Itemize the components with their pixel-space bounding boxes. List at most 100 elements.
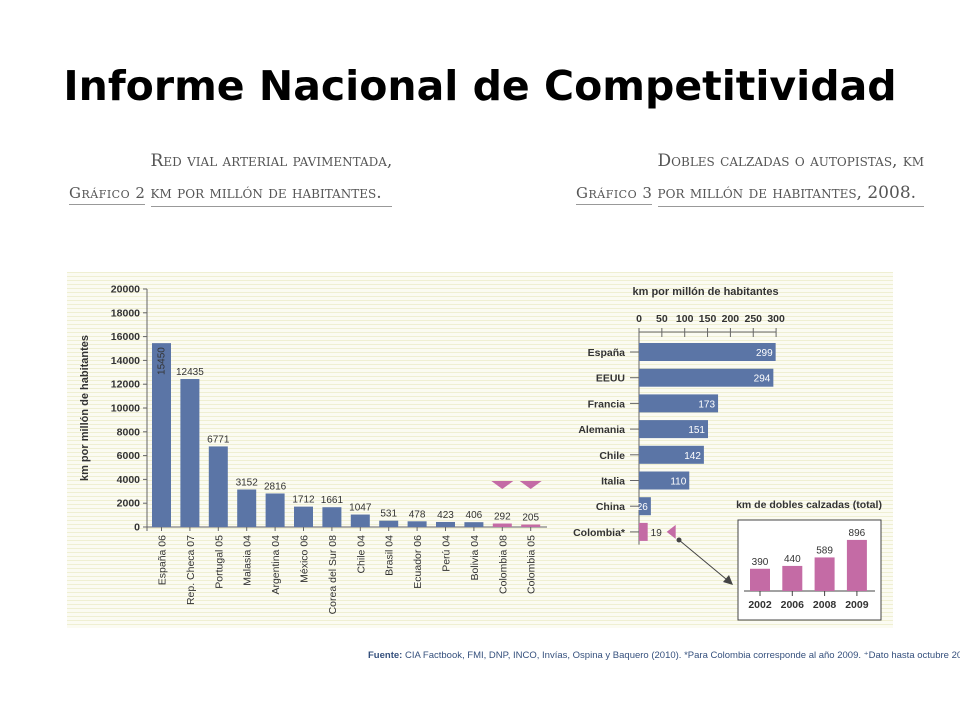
chart2-x-tick-label: Bolivia 04 bbox=[469, 535, 481, 581]
chart2-bar bbox=[407, 521, 427, 527]
chart3-title-line2: por millón de habitantes, 2008. bbox=[657, 183, 917, 203]
chart2-value-label: 12435 bbox=[176, 367, 204, 378]
inset-x-tick-label: 2006 bbox=[781, 599, 805, 611]
chart2-y-tick-label: 4000 bbox=[117, 474, 141, 486]
chart2-y-tick-label: 8000 bbox=[117, 426, 141, 438]
chart3-category-label: Chile bbox=[599, 450, 625, 462]
chart2-value-label: 1661 bbox=[321, 495, 344, 506]
chart2-y-tick-label: 6000 bbox=[117, 450, 141, 462]
inset-connector-dot bbox=[676, 537, 682, 543]
chart2-value-label: 15450 bbox=[157, 347, 168, 375]
chart2-x-tick-label: Colombia 08 bbox=[497, 535, 509, 594]
chart2-bar bbox=[180, 379, 200, 527]
slide-title: Informe Nacional de Competitividad bbox=[63, 62, 897, 110]
chart2-title-line1: Red vial arterial pavimentada, bbox=[150, 151, 393, 171]
source-text: CIA Factbook, FMI, DNP, INCO, Invías, Os… bbox=[404, 650, 960, 661]
inset-value-label: 589 bbox=[816, 545, 833, 556]
inset-value-label: 440 bbox=[784, 554, 801, 565]
chart2-heading-label: Gráfico 2 bbox=[69, 184, 146, 205]
chart2-value-label: 292 bbox=[494, 512, 511, 523]
chart2-y-tick-label: 10000 bbox=[111, 403, 140, 415]
chart3-category-label: Francia bbox=[588, 398, 626, 410]
inset-value-label: 896 bbox=[849, 528, 866, 539]
inset-connector-line bbox=[678, 539, 733, 585]
chart2-bar bbox=[379, 520, 399, 527]
charts-panel: 0 2000 4000 6000 8000 10000 12000 14000 16000 180… bbox=[67, 272, 893, 628]
chart2-y-tick-label: 2000 bbox=[117, 498, 141, 510]
chart3-bar bbox=[639, 394, 719, 413]
chart2-y-tick-label: 14000 bbox=[111, 355, 140, 367]
inset-bar bbox=[814, 557, 835, 591]
chart2-title-block: Red vial arterial pavimentada, km por mi… bbox=[150, 139, 393, 207]
chart3-bar bbox=[639, 420, 709, 439]
chart2-y-tick-label: 12000 bbox=[111, 379, 140, 391]
source-note: Fuente: CIA Factbook, FMI, DNP, INCO, In… bbox=[368, 650, 960, 661]
chart3-x-axis-label: km por millón de habitantes bbox=[633, 286, 779, 298]
chart2-heading: Gráfico 2 Red vial arterial pavimentada,… bbox=[69, 139, 393, 207]
chart2-value-label: 1047 bbox=[349, 503, 372, 514]
chart2-bar bbox=[492, 523, 512, 527]
chart2-x-tick-label: Perú 04 bbox=[441, 535, 453, 572]
chart2-value-label: 1712 bbox=[292, 495, 315, 506]
chart3-x-tick-label: 250 bbox=[744, 313, 762, 325]
chart3-value-label: 299 bbox=[756, 348, 773, 359]
chart3-x-tick-label: 100 bbox=[676, 313, 694, 325]
chart2-x-tick-label: Corea del Sur 08 bbox=[327, 535, 339, 615]
chart3-x-tick-label: 300 bbox=[767, 313, 785, 325]
chart3-category-label: EEUU bbox=[596, 373, 625, 385]
chart3-value-label: 294 bbox=[754, 374, 771, 385]
chart2-value-label: 2816 bbox=[264, 481, 287, 492]
chart2-y-tick-label: 16000 bbox=[111, 331, 140, 343]
chart3-x-tick-label: 200 bbox=[722, 313, 740, 325]
chart3-value-label: 26 bbox=[637, 502, 649, 513]
chart3-highlight-marker bbox=[666, 524, 676, 539]
chart3-title-line1: Dobles calzadas o autopistas, km bbox=[657, 151, 925, 171]
inset-bar bbox=[782, 565, 803, 591]
chart2-y-tick-label: 0 bbox=[134, 522, 140, 534]
chart3-value-label: 142 bbox=[684, 451, 701, 462]
chart2-value-label: 3152 bbox=[236, 477, 259, 488]
chart2-x-tick-label: México 06 bbox=[299, 535, 311, 583]
chart2-y-tick-label: 20000 bbox=[111, 284, 140, 296]
inset-x-tick-label: 2002 bbox=[748, 599, 772, 611]
chart2-bar bbox=[237, 489, 257, 527]
chart2-bar bbox=[436, 521, 455, 527]
chart3-bar bbox=[639, 497, 651, 516]
chart2-bar bbox=[265, 493, 285, 527]
charts-svg: 0200040006000800010000120001400016000180… bbox=[79, 284, 882, 621]
chart2-bar bbox=[521, 524, 541, 527]
chart3-x-tick-label: 0 bbox=[636, 313, 642, 325]
inset-connector-arrow bbox=[723, 575, 733, 585]
chart2-highlight-marker bbox=[491, 481, 514, 489]
chart3-bar bbox=[639, 343, 776, 361]
chart3-category-label: España bbox=[588, 347, 626, 359]
chart2-x-tick-label: Malasia 04 bbox=[242, 535, 254, 586]
chart2-bar bbox=[152, 343, 171, 527]
chart2-x-tick-label: Colombia 05 bbox=[526, 535, 538, 594]
chart2-value-label: 423 bbox=[437, 510, 454, 521]
chart3-bar bbox=[639, 445, 704, 464]
chart3-x-tick-label: 50 bbox=[656, 313, 668, 325]
chart2-value-label: 478 bbox=[409, 509, 426, 520]
chart2-bar bbox=[464, 522, 484, 527]
chart2-bar bbox=[322, 507, 342, 527]
chart3-bar bbox=[639, 522, 648, 541]
inset-title: km de dobles calzadas (total) bbox=[736, 499, 882, 511]
chart3-x-tick-label: 150 bbox=[699, 313, 717, 325]
inset-x-tick-label: 2009 bbox=[845, 599, 869, 611]
chart3-value-label: 173 bbox=[698, 399, 715, 410]
chart3-bar bbox=[639, 368, 774, 387]
chart3-value-label: 110 bbox=[670, 477, 686, 488]
inset-value-label: 390 bbox=[752, 557, 769, 568]
source-label: Fuente: bbox=[368, 650, 403, 661]
chart3-value-label: 151 bbox=[688, 425, 705, 436]
inset-bar bbox=[846, 539, 867, 591]
chart3-value-label: 19 bbox=[651, 528, 663, 539]
chart2-y-tick-label: 18000 bbox=[111, 307, 140, 319]
chart2-highlight-marker bbox=[519, 481, 542, 489]
chart3-heading: Gráfico 3 Dobles calzadas o autopistas, … bbox=[576, 139, 925, 207]
chart3-category-label: China bbox=[596, 501, 625, 513]
chart3-category-label: Colombia* bbox=[573, 527, 626, 539]
chart2-value-label: 406 bbox=[466, 510, 483, 521]
chart2-bar bbox=[208, 446, 228, 527]
